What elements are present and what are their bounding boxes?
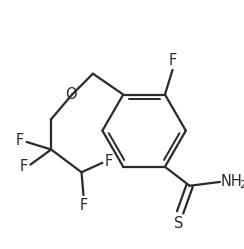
Text: NH: NH bbox=[221, 175, 243, 189]
Text: F: F bbox=[15, 133, 24, 148]
Text: F: F bbox=[168, 53, 177, 68]
Text: F: F bbox=[79, 198, 88, 213]
Text: F: F bbox=[104, 154, 112, 169]
Text: 2: 2 bbox=[239, 180, 244, 190]
Text: S: S bbox=[173, 216, 183, 231]
Text: F: F bbox=[19, 159, 28, 174]
Text: O: O bbox=[65, 87, 77, 102]
